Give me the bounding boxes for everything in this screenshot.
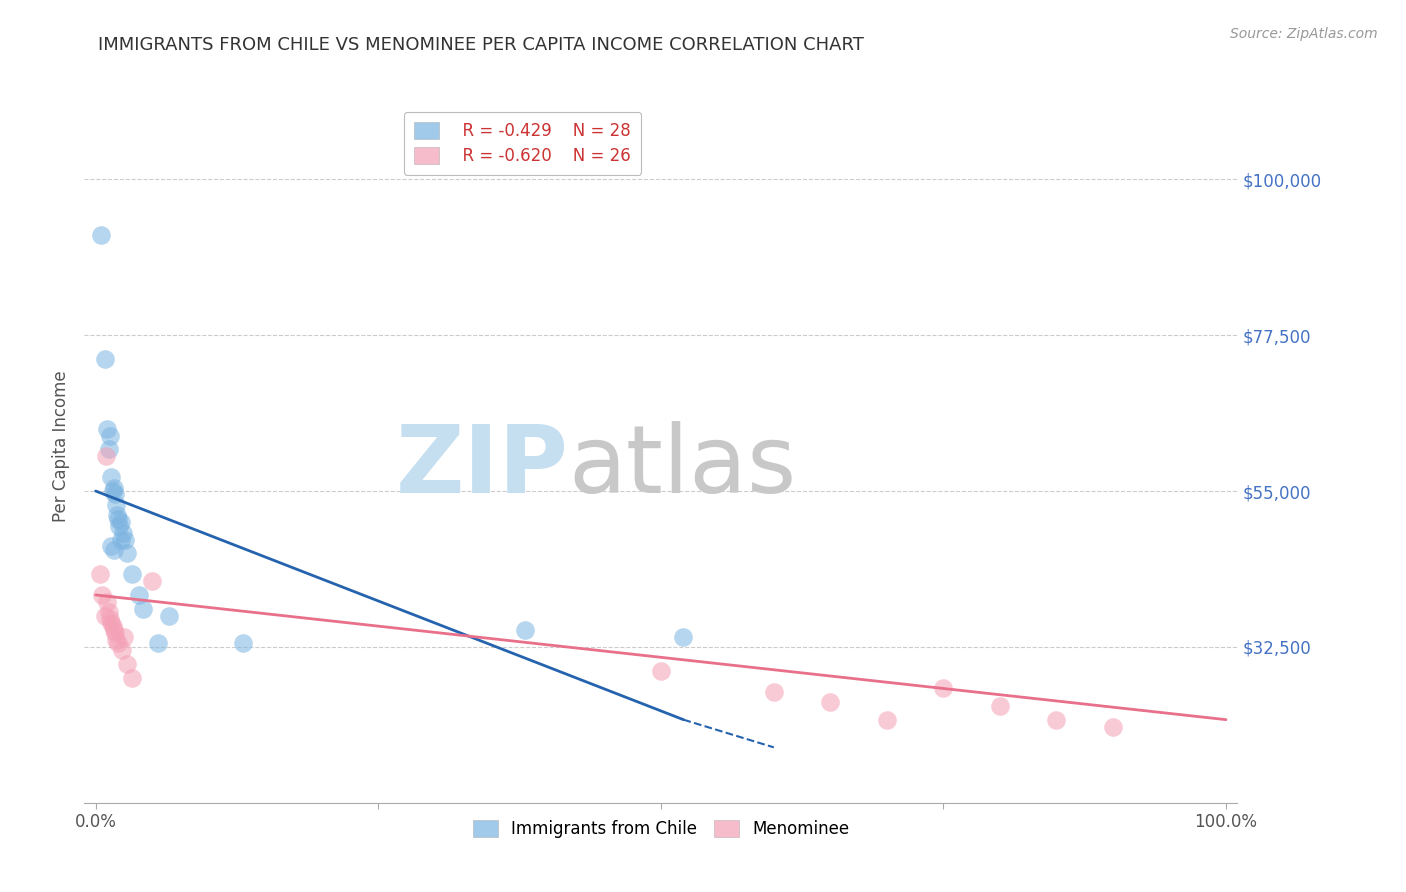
Point xyxy=(100,470,122,484)
Point xyxy=(110,515,132,529)
Point xyxy=(146,636,169,650)
Point xyxy=(98,428,121,442)
Point xyxy=(108,518,131,533)
Point xyxy=(105,508,128,523)
Point xyxy=(157,608,180,623)
Text: IMMIGRANTS FROM CHILE VS MENOMINEE PER CAPITA INCOME CORRELATION CHART: IMMIGRANTS FROM CHILE VS MENOMINEE PER C… xyxy=(98,36,865,54)
Point xyxy=(93,608,115,623)
Point xyxy=(132,602,155,616)
Point xyxy=(876,713,898,727)
Text: Source: ZipAtlas.com: Source: ZipAtlas.com xyxy=(1230,27,1378,41)
Point xyxy=(128,588,150,602)
Point xyxy=(98,612,121,626)
Point xyxy=(100,540,122,554)
Text: ZIP: ZIP xyxy=(395,421,568,514)
Point xyxy=(820,695,842,709)
Point xyxy=(104,626,127,640)
Point xyxy=(1045,713,1067,727)
Point xyxy=(96,422,118,436)
Point xyxy=(98,442,121,457)
Point xyxy=(105,632,128,647)
Point xyxy=(105,498,128,512)
Point xyxy=(1102,720,1125,734)
Point xyxy=(107,512,129,526)
Point xyxy=(103,481,125,495)
Point xyxy=(117,546,139,560)
Text: atlas: atlas xyxy=(568,421,797,514)
Point xyxy=(111,643,134,657)
Point xyxy=(141,574,163,588)
Legend: Immigrants from Chile, Menominee: Immigrants from Chile, Menominee xyxy=(465,813,856,845)
Point xyxy=(112,630,135,644)
Point xyxy=(89,567,111,582)
Point xyxy=(98,605,121,619)
Point xyxy=(650,664,672,678)
Point xyxy=(988,698,1011,713)
Point xyxy=(114,533,136,547)
Point xyxy=(90,227,112,242)
Point xyxy=(91,588,114,602)
Point xyxy=(101,619,124,633)
Point xyxy=(96,595,118,609)
Point xyxy=(121,567,143,582)
Point xyxy=(117,657,139,672)
Y-axis label: Per Capita Income: Per Capita Income xyxy=(52,370,70,522)
Point xyxy=(100,615,122,630)
Point xyxy=(104,487,127,501)
Point xyxy=(932,681,955,696)
Point xyxy=(107,636,129,650)
Point xyxy=(110,533,132,547)
Point xyxy=(94,450,117,464)
Point xyxy=(672,630,695,644)
Point xyxy=(101,483,124,498)
Point xyxy=(103,543,125,558)
Point xyxy=(93,352,115,367)
Point xyxy=(103,623,125,637)
Point xyxy=(111,525,134,540)
Point xyxy=(232,636,254,650)
Point xyxy=(515,623,537,637)
Point xyxy=(762,685,785,699)
Point xyxy=(121,671,143,685)
